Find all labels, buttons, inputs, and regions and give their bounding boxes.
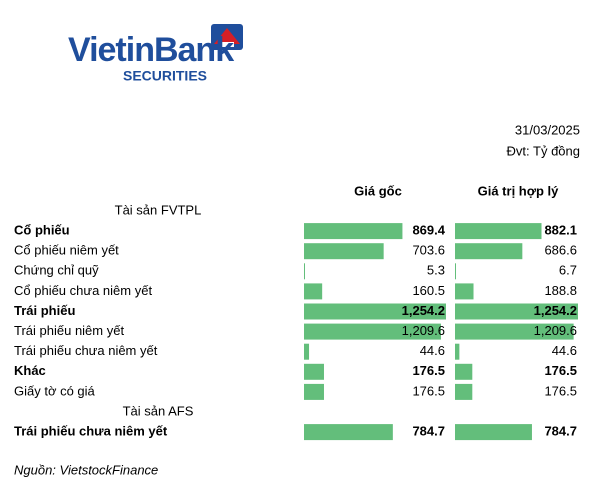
row-label: Cổ phiếu niêm yết — [14, 243, 119, 258]
data-bar — [455, 424, 532, 441]
cell-value: 869.4 — [412, 223, 445, 238]
row-label: Cổ phiếu — [14, 223, 70, 238]
data-bar — [304, 303, 446, 320]
cell-value: 1,254.2 — [402, 303, 445, 318]
data-bar — [455, 283, 474, 300]
data-bar — [304, 424, 393, 441]
row-label: Cổ phiếu chưa niêm yết — [14, 283, 152, 298]
data-bar — [304, 343, 310, 360]
cell-value: 160.5 — [412, 283, 445, 298]
row-label: Khác — [14, 363, 46, 378]
cell-value: 176.5 — [412, 383, 445, 398]
cell-value: 882.1 — [544, 223, 577, 238]
data-bar — [304, 283, 323, 300]
source: Nguồn: VietstockFinance — [14, 462, 158, 477]
cell-value: 176.5 — [544, 383, 577, 398]
logo-sub: SECURITIES — [123, 68, 207, 84]
data-bar — [455, 323, 574, 340]
section-label: Tài sản AFS — [123, 403, 194, 418]
cell-value: 44.6 — [420, 343, 445, 358]
cell-value: 784.7 — [544, 424, 577, 439]
row-label: Trái phiếu — [14, 303, 75, 318]
row-label: Trái phiếu chưa niêm yết — [14, 343, 158, 358]
cell-value: 5.3 — [427, 263, 445, 278]
data-bar — [455, 263, 456, 280]
data-bar — [455, 243, 523, 260]
column-header: Giá gốc — [354, 183, 402, 198]
cell-value: 176.5 — [544, 363, 577, 378]
data-bar — [455, 223, 542, 240]
column-header: Giá trị hợp lý — [478, 183, 560, 198]
date: 31/03/2025 — [515, 122, 580, 137]
cell-value: 44.6 — [552, 343, 577, 358]
data-bar — [455, 383, 473, 400]
data-bar — [304, 223, 403, 240]
logo-icon-roof — [214, 28, 240, 44]
cell-value: 686.6 — [544, 243, 577, 258]
data-bar — [304, 383, 324, 400]
logo-name: VietinBank — [68, 31, 234, 69]
cell-value: 1,254.2 — [534, 303, 577, 318]
logo-icon-base — [220, 42, 234, 47]
row-label: Trái phiếu chưa niêm yết — [14, 424, 168, 439]
data-bar — [455, 363, 473, 380]
data-bar — [304, 363, 324, 380]
cell-value: 176.5 — [412, 363, 445, 378]
row-label: Trái phiếu niêm yết — [14, 323, 124, 338]
data-bar — [455, 303, 578, 320]
cell-value: 1,209.6 — [534, 323, 577, 338]
data-bar — [304, 263, 305, 280]
cell-value: 1,209.6 — [402, 323, 445, 338]
data-bar — [455, 343, 460, 360]
section-label: Tài sản FVTPL — [115, 202, 202, 217]
data-bar — [304, 243, 384, 260]
unit: Đvt: Tỷ đồng — [507, 143, 580, 158]
logo: VietinBank SECURITIES — [68, 24, 243, 84]
cell-value: 784.7 — [412, 424, 445, 439]
cell-value: 703.6 — [412, 243, 445, 258]
row-label: Giấy tờ có giá — [14, 383, 96, 398]
cell-value: 6.7 — [559, 263, 577, 278]
row-label: Chứng chỉ quỹ — [14, 263, 99, 278]
cell-value: 188.8 — [544, 283, 577, 298]
data-bar — [304, 323, 441, 340]
